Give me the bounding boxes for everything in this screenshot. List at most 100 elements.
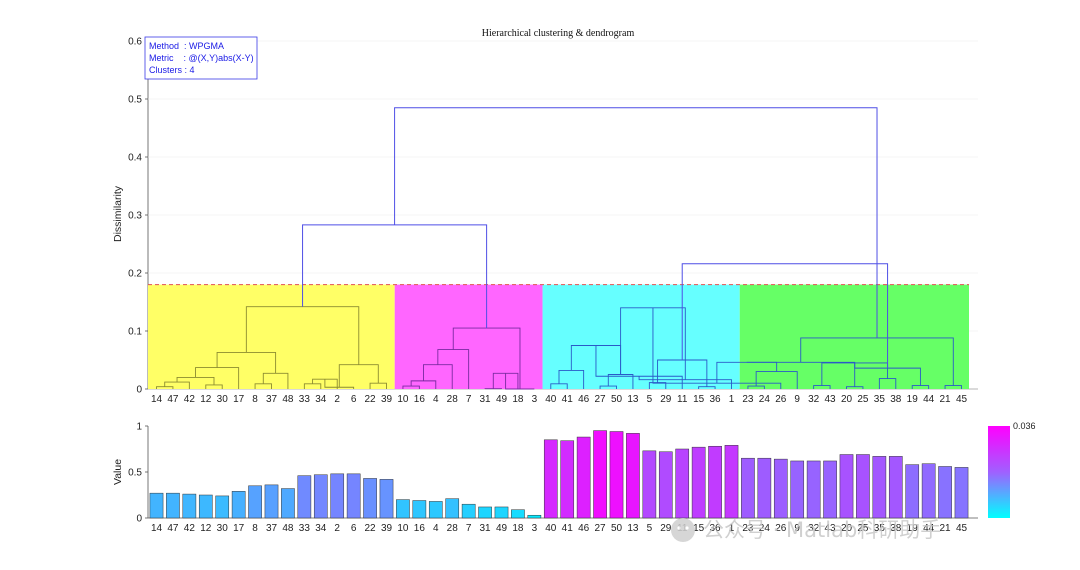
dendrogram-leaf-label: 11 [677,394,688,405]
bar [248,485,262,519]
bar [741,457,755,519]
dendrogram-leaf-label: 17 [233,394,245,405]
dendrogram-leaf-label: 38 [890,394,902,405]
bar-x-label: 45 [956,523,968,534]
bar [428,501,443,519]
dendrogram-leaf-label: 24 [759,394,771,405]
bar [330,473,345,519]
dendrogram-leaf-label: 37 [266,394,278,405]
colorbar-max-label: 0.036 [1013,421,1036,431]
dendrogram-chart: 00.10.20.30.40.50.6 14 47 42 12 30 17 8 37 48 33 3… [112,28,978,405]
metric-label: Metric : @(X,Y)abs(X-Y) [149,53,254,63]
bar-y-tick-label: 0 [136,514,142,525]
watermark: 公众号 · Matlab科研助手 [671,518,941,542]
dendrogram-leaf-label: 46 [578,394,590,405]
bar-x-label: 38 [890,523,902,534]
bar-x-label: 14 [151,523,163,534]
dendrogram-leaf-labels: 14 47 42 12 30 17 8 37 48 33 34 2 6 22 39 10 16 4 28 7 31 49 1… [151,394,968,405]
bar-x-label: 4 [433,523,439,534]
dendrogram-leaf-label: 18 [512,394,524,405]
bar [182,493,197,519]
dendrogram-leaf-label: 22 [365,394,377,405]
bar [921,463,936,519]
bar-x-label: 15 [693,523,705,534]
bar-x-label: 23 [742,523,754,534]
bar-y-axis-title: Value [112,459,124,485]
bar [823,460,837,519]
dendrogram-y-tick-label: 0.4 [128,153,142,164]
dendrogram-leaf-label: 8 [252,394,258,405]
bar-x-label: 22 [365,523,377,534]
bar-x-label: 35 [874,523,886,534]
dendrogram-link [394,107,878,338]
bar-x-label: 17 [233,523,245,534]
bar-y-tick-label: 0.5 [128,468,142,479]
bar [231,491,246,519]
bar [708,445,722,519]
bar-x-label: 36 [710,523,722,534]
bar [626,433,640,519]
bar [576,436,591,519]
bar-x-label: 37 [266,523,278,534]
wechat-icon-eye-left [677,526,681,530]
dendrogram-leaf-label: 30 [217,394,229,405]
bar [954,467,969,519]
bar-x-label: 21 [940,523,952,534]
bar [790,460,805,519]
chart-title: Hierarchical clustering & dendrogram [482,28,635,39]
dendrogram-y-tick-label: 0.1 [128,327,142,338]
dendrogram-leaf-label: 41 [562,394,574,405]
bar-x-label: 18 [512,523,524,534]
dendrogram-leaf-label: 42 [184,394,196,405]
dendrogram-leaf-label: 19 [907,394,919,405]
bar [543,439,558,519]
bar-x-label: 41 [562,523,574,534]
bar-x-label: 19 [907,523,919,534]
bar [757,457,772,519]
bar-x-label: 7 [466,523,472,534]
dendrogram-leaf-label: 4 [433,394,439,405]
dendrogram-leaf-label: 49 [496,394,508,405]
bar-x-label: 42 [184,523,196,534]
colorbar: 0.036 [988,421,1036,518]
clusters-label: Clusters : 4 [149,65,195,75]
bar-x-labels: 14 47 42 12 30 17 8 37 48 33 34 2 6 22 39 10 16 4 28 7 31 49 1… [151,523,968,534]
bar [938,466,952,519]
dendrogram-leaf-label: 25 [857,394,869,405]
bar-x-label: 20 [841,523,853,534]
dendrogram-leaf-label: 9 [794,394,800,405]
bar-x-label: 50 [611,523,623,534]
bar-x-label: 30 [217,523,229,534]
dendrogram-leaf-label: 48 [282,394,294,405]
bar [445,498,460,519]
bar [658,451,673,519]
bar-chart: 00.51 14 47 42 12 30 17 8 37 48 33 34 2 6 22 39 10 16 4 28… [112,421,1036,534]
bar-y-tick-label: 1 [136,422,142,433]
bar [872,456,887,519]
bar [724,445,739,519]
bar-x-label: 34 [315,523,327,534]
bar-x-label: 9 [794,523,800,534]
dendrogram-leaf-label: 32 [808,394,820,405]
dendrogram-leaf-label: 29 [660,394,672,405]
dendrogram-link [746,361,856,387]
dendrogram-leaf-label: 14 [151,394,163,405]
dendrogram-leaf-label: 26 [775,394,787,405]
cluster-region-1 [148,284,395,389]
bar-x-label: 44 [923,523,935,534]
dendrogram-leaf-label: 10 [397,394,409,405]
bar-y-ticks: 00.51 [128,422,148,525]
bar [363,478,377,519]
dendrogram-leaf-label: 1 [729,394,735,405]
bar [888,456,903,519]
bar-x-label: 1 [729,523,735,534]
dendrogram-leaf-label: 35 [874,394,886,405]
dendrogram-leaf-label: 27 [595,394,607,405]
bar [412,500,427,519]
dendrogram-y-tick-label: 0.5 [128,95,142,106]
dendrogram-leaf-label: 45 [956,394,968,405]
dendrogram-y-tick-label: 0.6 [128,37,142,48]
bar-x-label: 8 [252,523,258,534]
bar-x-label: 49 [496,523,508,534]
